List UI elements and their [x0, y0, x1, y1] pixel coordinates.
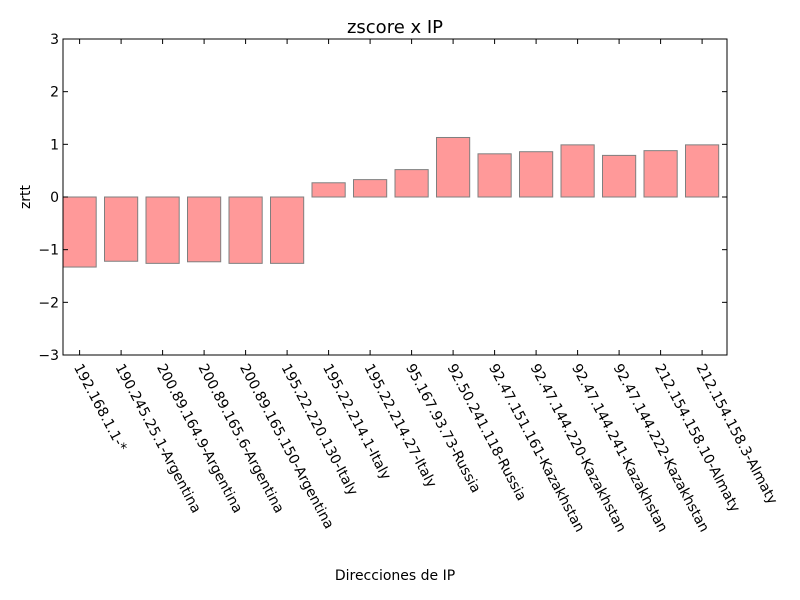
y-tick-label-3: 0	[50, 190, 59, 206]
bar-4	[228, 196, 263, 264]
bar-15	[685, 144, 720, 198]
y-tick-label-6: 3	[50, 32, 59, 48]
y-axis-label: zrtt	[18, 184, 34, 209]
y-tick-label-1: −2	[38, 295, 59, 311]
y-tick-label-2: −1	[38, 243, 59, 259]
bar-12	[560, 144, 595, 198]
x-tick-label-8: 95.167.93.73-Russia	[402, 361, 484, 495]
bar-6	[311, 182, 346, 198]
bar-3	[187, 196, 222, 263]
bar-13	[602, 154, 637, 198]
y-tick-label-0: −3	[38, 348, 59, 364]
bars-group	[62, 136, 720, 268]
y-tick-label-4: 1	[50, 137, 59, 153]
bar-1	[104, 196, 139, 262]
x-tick-label-5: 195.22.220.130-Italy	[278, 361, 361, 498]
x-axis-label: Direcciones de IP	[335, 568, 455, 584]
x-tick-label-15: 212.154.158.3-Almaty	[693, 361, 781, 507]
bar-8	[394, 169, 429, 198]
bar-14	[643, 150, 678, 198]
bar-9	[436, 136, 471, 198]
x-axis-ticks: 192.168.1.1-*190.245.25.1-Argentina200.8…	[70, 39, 780, 535]
y-axis-ticks: −3 −2 −1 0 1 2 3	[38, 32, 727, 364]
bar-7	[353, 179, 388, 198]
bar-0	[62, 196, 97, 268]
chart-title: zscore x IP	[347, 17, 443, 38]
bar-2	[145, 196, 180, 264]
bar-10	[477, 153, 512, 198]
bar-11	[519, 151, 554, 198]
y-tick-label-5: 2	[50, 85, 59, 101]
bar-5	[270, 196, 305, 264]
x-tick-label-9: 92.50.241.118-Russia	[444, 361, 530, 503]
